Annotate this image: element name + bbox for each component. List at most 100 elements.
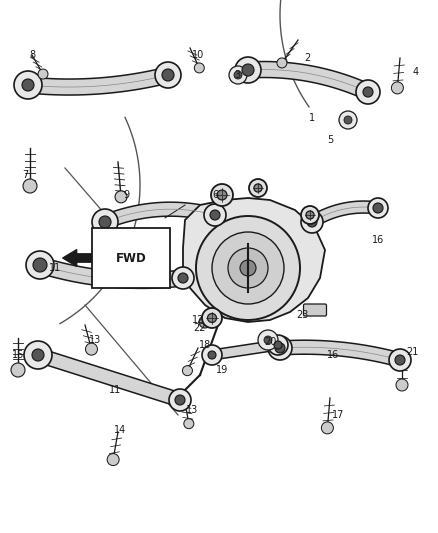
Circle shape <box>234 71 242 79</box>
Text: 8: 8 <box>29 50 35 60</box>
Circle shape <box>99 216 111 228</box>
Circle shape <box>339 111 357 129</box>
Circle shape <box>92 209 118 235</box>
Polygon shape <box>36 349 182 407</box>
Circle shape <box>373 203 383 213</box>
Text: 4: 4 <box>413 67 419 77</box>
Polygon shape <box>211 340 279 360</box>
Text: 14: 14 <box>114 425 126 435</box>
Circle shape <box>306 211 314 219</box>
Circle shape <box>22 79 34 91</box>
Circle shape <box>368 198 388 218</box>
Text: 23: 23 <box>296 310 308 320</box>
Text: 16: 16 <box>372 235 384 245</box>
Circle shape <box>204 204 226 226</box>
Circle shape <box>249 179 267 197</box>
Circle shape <box>175 395 185 405</box>
Polygon shape <box>38 257 184 288</box>
FancyArrowPatch shape <box>63 249 107 266</box>
Circle shape <box>32 349 44 361</box>
Text: 11: 11 <box>109 385 121 395</box>
Circle shape <box>395 355 405 365</box>
Circle shape <box>184 418 194 429</box>
Circle shape <box>242 64 254 76</box>
Text: 9: 9 <box>123 190 129 200</box>
Text: 7: 7 <box>22 170 28 180</box>
Polygon shape <box>183 198 325 322</box>
Text: 16: 16 <box>327 350 339 360</box>
Text: FWD: FWD <box>116 252 147 264</box>
Circle shape <box>162 69 174 81</box>
FancyBboxPatch shape <box>304 304 326 316</box>
Circle shape <box>24 341 52 369</box>
Circle shape <box>85 343 98 355</box>
Circle shape <box>363 87 373 97</box>
Polygon shape <box>27 67 170 95</box>
Circle shape <box>344 116 352 124</box>
Text: 13: 13 <box>186 405 198 415</box>
Circle shape <box>26 251 54 279</box>
Text: 1: 1 <box>309 113 315 123</box>
Text: 21: 21 <box>406 347 418 357</box>
Circle shape <box>202 308 222 328</box>
Circle shape <box>392 82 403 94</box>
Circle shape <box>240 260 256 276</box>
Circle shape <box>301 211 323 233</box>
Text: 2: 2 <box>304 53 310 63</box>
Text: 6: 6 <box>212 190 218 200</box>
Circle shape <box>274 341 282 349</box>
Circle shape <box>23 179 37 193</box>
Text: 17: 17 <box>332 410 344 420</box>
Circle shape <box>115 191 127 203</box>
Polygon shape <box>102 202 217 229</box>
Text: 15: 15 <box>12 350 24 360</box>
Circle shape <box>258 330 278 350</box>
Circle shape <box>183 366 192 376</box>
Circle shape <box>199 316 211 328</box>
Polygon shape <box>309 201 379 227</box>
Circle shape <box>268 336 292 360</box>
Circle shape <box>254 184 262 192</box>
Circle shape <box>389 349 411 371</box>
Circle shape <box>33 258 47 272</box>
Circle shape <box>217 190 227 200</box>
Circle shape <box>11 363 25 377</box>
Text: 12: 12 <box>192 315 204 325</box>
Circle shape <box>38 69 48 79</box>
Circle shape <box>321 422 333 434</box>
Circle shape <box>208 313 216 322</box>
Circle shape <box>210 210 220 220</box>
Circle shape <box>194 63 204 73</box>
Circle shape <box>264 336 272 344</box>
Circle shape <box>228 248 268 288</box>
Text: 5: 5 <box>327 135 333 145</box>
Text: 18: 18 <box>199 340 211 350</box>
Circle shape <box>212 232 284 304</box>
Circle shape <box>107 454 119 465</box>
Text: 10: 10 <box>192 50 204 60</box>
Circle shape <box>202 345 222 365</box>
Circle shape <box>275 343 285 353</box>
Circle shape <box>356 80 380 104</box>
Polygon shape <box>247 61 371 99</box>
Text: 13: 13 <box>89 335 101 345</box>
Text: 20: 20 <box>264 337 276 347</box>
Circle shape <box>301 206 319 224</box>
Circle shape <box>178 273 188 283</box>
Circle shape <box>396 379 408 391</box>
Circle shape <box>229 66 247 84</box>
Circle shape <box>208 351 216 359</box>
Circle shape <box>307 217 317 227</box>
Text: 19: 19 <box>216 365 228 375</box>
Circle shape <box>169 389 191 411</box>
Circle shape <box>268 335 288 355</box>
Circle shape <box>211 184 233 206</box>
Text: 22: 22 <box>194 323 206 333</box>
Circle shape <box>172 267 194 289</box>
Text: 11: 11 <box>49 263 61 273</box>
Circle shape <box>14 71 42 99</box>
Circle shape <box>235 57 261 83</box>
Circle shape <box>155 62 181 88</box>
Circle shape <box>277 58 287 68</box>
Text: 3: 3 <box>234 70 240 80</box>
